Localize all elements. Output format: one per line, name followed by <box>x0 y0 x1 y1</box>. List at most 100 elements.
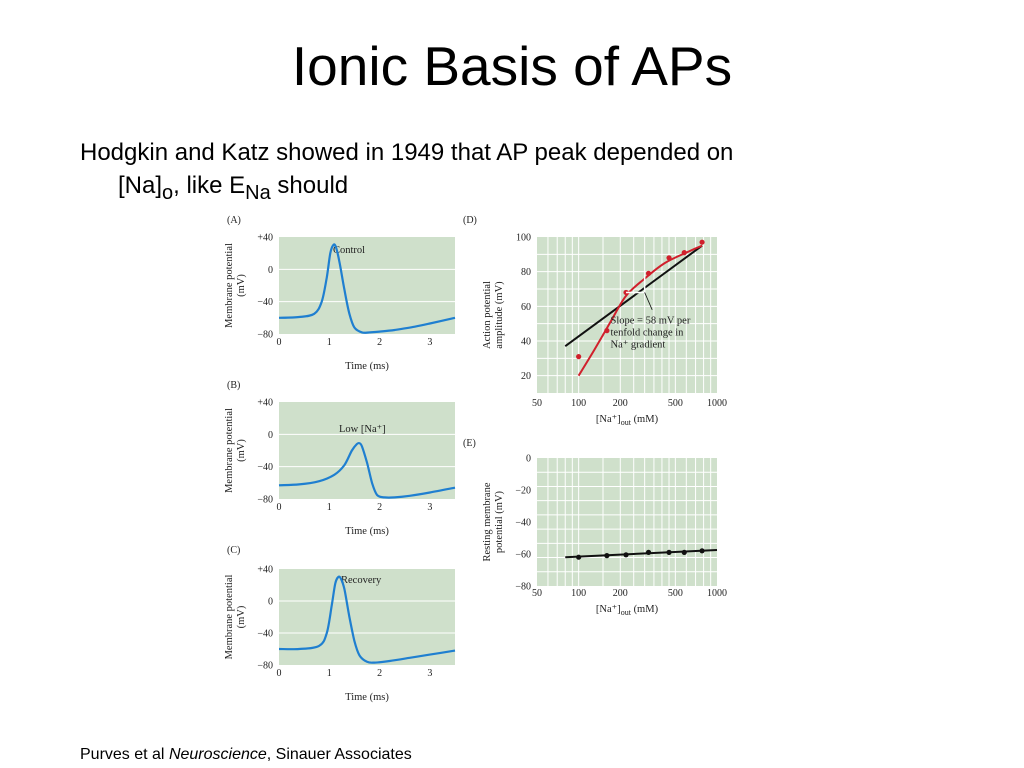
y-tick-label: 0 <box>268 265 273 276</box>
y-axis-label: Resting membrane <box>482 482 493 561</box>
x-tick-label: 200 <box>613 398 628 409</box>
x-axis-label-sub: out <box>621 608 632 617</box>
y-axis-label: Action potential <box>482 281 493 349</box>
chart-a: (A) +40 0 −40 −80 0 1 2 3 Membrane potential (mV) T… <box>224 215 456 372</box>
x-axis-label: Time (ms) <box>345 361 389 372</box>
bullet-text-part: Hodgkin and Katz showed in 1949 that AP … <box>80 139 734 166</box>
fit-line <box>565 549 718 559</box>
y-tick-label: 0 <box>526 454 531 465</box>
citation-book: Neuroscience <box>168 746 267 763</box>
bullet-subscript: o <box>162 181 174 204</box>
plot-area <box>537 237 717 393</box>
x-tick-label: 3 <box>427 502 432 513</box>
bullet-text-part: should <box>270 172 349 199</box>
x-tick-label: 2 <box>377 337 382 348</box>
x-axis-label-part: [Na⁺] <box>596 604 621 615</box>
y-tick-label: −40 <box>257 462 273 473</box>
x-tick-label: 1 <box>327 668 332 679</box>
data-point <box>681 250 687 256</box>
x-tick-label: 0 <box>277 337 282 348</box>
data-point <box>576 554 582 560</box>
data-point <box>666 255 672 261</box>
data-point <box>681 549 687 555</box>
x-tick-label: 500 <box>668 588 683 599</box>
slope-annotation: Na⁺ gradient <box>611 340 666 351</box>
y-axis-label: amplitude (mV) <box>494 281 505 349</box>
y-axis-label: (mV) <box>236 605 247 628</box>
x-tick-label: 1 <box>327 502 332 513</box>
y-tick-label: 40 <box>521 337 531 348</box>
y-tick-label: 80 <box>521 267 531 278</box>
y-tick-label: −40 <box>515 518 531 529</box>
y-tick-label: +40 <box>257 233 273 244</box>
x-axis-label: Time (ms) <box>345 526 389 537</box>
y-tick-label: 20 <box>521 371 531 382</box>
y-tick-label: −80 <box>257 661 273 672</box>
fit-line <box>564 244 703 348</box>
data-point <box>623 552 629 558</box>
y-tick-label: 100 <box>516 233 531 244</box>
y-tick-label: −60 <box>515 550 531 561</box>
y-tick-label: −40 <box>257 297 273 308</box>
x-axis-label-unit: (mM) <box>631 604 659 615</box>
plot-area <box>537 458 717 586</box>
y-tick-label: −20 <box>515 486 531 497</box>
data-point <box>604 328 610 334</box>
panel-label: (B) <box>227 380 240 391</box>
y-tick-label: +40 <box>257 565 273 576</box>
citation-suffix: , Sinauer Associates <box>266 746 412 763</box>
y-axis-label: Membrane potential <box>224 575 235 660</box>
x-axis-label: [Na⁺]out (mM) <box>596 604 659 617</box>
x-tick-label: 3 <box>427 668 432 679</box>
y-tick-label: −80 <box>515 582 531 593</box>
x-axis-label: Time (ms) <box>345 692 389 703</box>
chart-c: (C) +40 0 −40 −80 0 1 2 3 Membrane potential (mV) T… <box>224 545 456 703</box>
bullet-text: Hodgkin and Katz showed in 1949 that AP … <box>80 136 938 210</box>
annotation-leader <box>644 292 653 310</box>
x-tick-label: 100 <box>571 398 586 409</box>
data-point <box>604 553 610 559</box>
y-tick-label: +40 <box>257 398 273 409</box>
figure-panel: (A) +40 0 −40 −80 0 1 2 3 Membrane potential (mV) T… <box>207 210 727 703</box>
y-tick-label: 0 <box>268 597 273 608</box>
ap-trace <box>278 441 456 499</box>
plot-area <box>279 237 455 334</box>
y-axis-label: (mV) <box>236 274 247 297</box>
chart-d: (D) 20 40 60 80 100 50 100 200 500 1000 Action pote… <box>463 215 727 427</box>
bullet-text-part: [Na] <box>118 172 163 199</box>
y-tick-label: 0 <box>268 430 273 441</box>
data-point <box>645 549 652 555</box>
y-axis-label: Membrane potential <box>224 408 235 493</box>
y-tick-label: 60 <box>521 302 531 313</box>
ap-trace <box>278 243 456 334</box>
citation: Purves et al Neuroscience, Sinauer Assoc… <box>80 745 412 765</box>
panel-label: (E) <box>463 438 476 449</box>
bullet-subscript: Na <box>245 181 271 204</box>
x-tick-label: 0 <box>277 502 282 513</box>
data-point <box>645 270 652 276</box>
y-axis-label: potential (mV) <box>494 490 505 553</box>
panel-label: (D) <box>463 215 477 226</box>
data-point <box>699 548 705 554</box>
x-tick-label: 1000 <box>707 588 727 599</box>
data-point <box>699 239 705 245</box>
citation-prefix: Purves et al <box>80 746 169 763</box>
slope-annotation: tenfold change in <box>611 328 685 339</box>
x-tick-label: 200 <box>613 588 628 599</box>
x-tick-label: 1000 <box>707 398 727 409</box>
trace-annotation: Low [Na⁺] <box>339 424 386 435</box>
x-tick-label: 3 <box>427 337 432 348</box>
data-point <box>576 354 582 360</box>
y-axis-label: (mV) <box>236 439 247 462</box>
y-tick-label: −40 <box>257 629 273 640</box>
bullet-text-part: , like E <box>173 172 246 199</box>
slope-annotation: Slope = 58 mV per <box>611 316 691 327</box>
y-axis-label: Membrane potential <box>224 243 235 328</box>
chart-b: (B) +40 0 −40 −80 0 1 2 3 Membrane potential (mV) T… <box>224 380 456 537</box>
slide-title: Ionic Basis of APs <box>291 35 733 97</box>
x-tick-label: 50 <box>532 588 542 599</box>
x-axis-label-unit: (mM) <box>631 414 659 425</box>
x-tick-label: 100 <box>571 588 586 599</box>
